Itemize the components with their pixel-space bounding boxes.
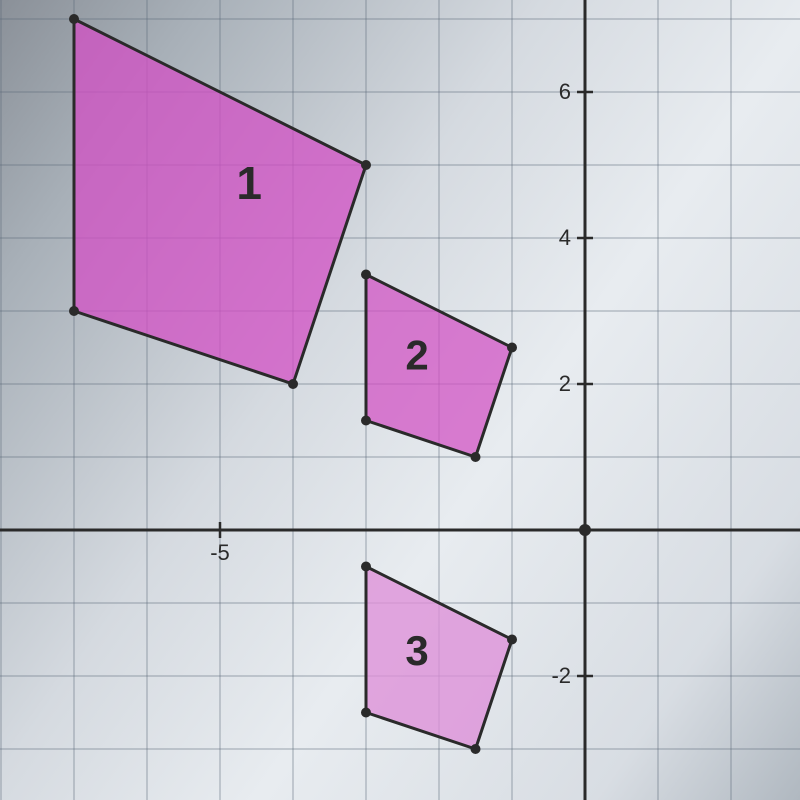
vertex-point <box>507 635 517 645</box>
vertex-point <box>471 452 481 462</box>
vertex-point <box>507 343 517 353</box>
vertex-point <box>471 744 481 754</box>
y-tick-label: 4 <box>559 225 571 250</box>
y-tick-label: -2 <box>551 663 571 688</box>
y-tick-label: 2 <box>559 371 571 396</box>
vertex-point <box>361 708 371 718</box>
shape-3-label: 3 <box>405 627 428 674</box>
vertex-point <box>361 416 371 426</box>
vertex-point <box>361 562 371 572</box>
vertex-point <box>361 270 371 280</box>
vertex-point <box>288 379 298 389</box>
shape-1-label: 1 <box>236 157 262 209</box>
shape-2-label: 2 <box>405 332 428 379</box>
x-tick-label: -5 <box>210 540 230 565</box>
vertex-point <box>69 14 79 24</box>
origin-point <box>579 524 591 536</box>
vertex-point <box>361 160 371 170</box>
coordinate-grid-chart: -58642-2123 <box>0 0 800 800</box>
vertex-point <box>69 306 79 316</box>
grid-svg: -58642-2123 <box>0 0 800 800</box>
y-tick-label: 6 <box>559 79 571 104</box>
